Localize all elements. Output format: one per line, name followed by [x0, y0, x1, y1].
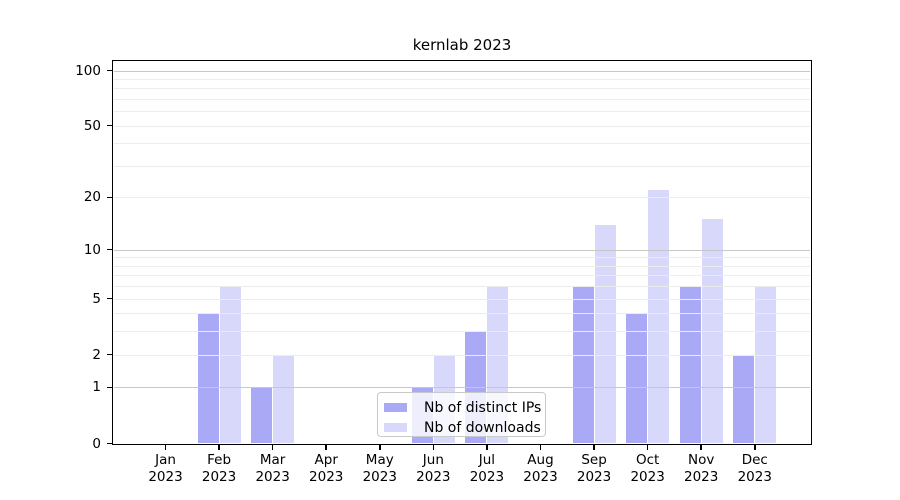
- y-tick-10: [106, 248, 112, 251]
- x-tick-sep: [593, 444, 595, 450]
- y-tick-2: [106, 353, 112, 356]
- x-tick-aug: [539, 444, 542, 450]
- gridline-50: [114, 125, 810, 127]
- bar-downloads-oct: [648, 190, 670, 444]
- x-tick-label-apr: Apr 2023: [309, 451, 344, 485]
- gridline-80: [114, 88, 810, 90]
- y-tick-5: [106, 297, 112, 300]
- x-tick-jun: [432, 444, 435, 450]
- x-tick-label-mar: Mar 2023: [255, 451, 290, 485]
- bar-ips-oct: [626, 313, 648, 444]
- y-tick-20: [106, 196, 112, 199]
- x-tick-dec: [754, 444, 756, 450]
- y-tick-1: [106, 386, 112, 389]
- y-tick-label-100: 100: [75, 62, 101, 79]
- x-tick-apr: [325, 444, 327, 450]
- y-tick-label-20: 20: [83, 189, 101, 206]
- x-tick-feb: [218, 444, 220, 450]
- gridline-100: [114, 70, 810, 72]
- gridline-20: [114, 197, 810, 199]
- x-tick-label-dec: Dec 2023: [737, 451, 772, 485]
- gridline-60: [114, 111, 810, 113]
- x-tick-mar: [271, 444, 274, 450]
- y-tick-100: [106, 69, 112, 72]
- y-tick-label-50: 50: [83, 117, 101, 134]
- x-tick-may: [379, 444, 381, 450]
- x-tick-label-nov: Nov 2023: [684, 451, 719, 485]
- bar-downloads-dec: [755, 286, 777, 444]
- legend-label-downloads: Nb of downloads: [424, 419, 541, 436]
- legend-item-downloads: Nb of downloads: [384, 418, 545, 437]
- x-tick-label-may: May 2023: [362, 451, 397, 485]
- gridline-90: [114, 78, 810, 80]
- x-tick-label-sep: Sep 2023: [576, 451, 612, 485]
- x-tick-label-aug: Aug 2023: [523, 451, 558, 485]
- x-tick-label-jun: Jun 2023: [416, 451, 451, 485]
- bar-downloads-mar: [273, 354, 295, 444]
- legend: Nb of distinct IPs Nb of downloads: [377, 392, 546, 437]
- y-tick-label-2: 2: [92, 346, 101, 363]
- legend-swatch-distinct-ips: [384, 403, 407, 412]
- bar-downloads-sep: [594, 224, 616, 444]
- legend-item-distinct-ips: Nb of distinct IPs: [384, 398, 545, 417]
- bar-ips-dec: [733, 354, 755, 444]
- y-tick-0: [106, 442, 112, 445]
- y-tick-50: [106, 124, 112, 127]
- bar-downloads-nov: [701, 219, 723, 444]
- y-tick-label-1: 1: [92, 379, 101, 396]
- x-tick-label-oct: Oct 2023: [630, 451, 665, 485]
- gridline-30: [114, 165, 810, 167]
- gridline-70: [114, 98, 810, 100]
- gridline-40: [114, 143, 810, 145]
- bar-ips-sep: [572, 286, 594, 444]
- x-tick-nov: [700, 444, 702, 450]
- x-tick-jul: [486, 444, 488, 450]
- x-tick-oct: [646, 444, 649, 450]
- x-tick-jan: [164, 444, 167, 450]
- legend-swatch-downloads: [384, 423, 407, 432]
- y-tick-label-5: 5: [92, 290, 101, 307]
- bar-downloads-feb: [219, 286, 241, 444]
- y-tick-label-0: 0: [92, 435, 101, 452]
- x-tick-label-jul: Jul 2023: [469, 451, 505, 485]
- bar-ips-mar: [251, 387, 273, 444]
- bar-ips-feb: [197, 313, 219, 444]
- chart-title: kernlab 2023: [412, 36, 512, 54]
- legend-label-distinct-ips: Nb of distinct IPs: [424, 399, 542, 416]
- bar-ips-nov: [679, 286, 701, 444]
- x-tick-label-jan: Jan 2023: [148, 451, 183, 485]
- x-tick-label-feb: Feb 2023: [201, 451, 237, 485]
- y-tick-label-10: 10: [83, 241, 101, 258]
